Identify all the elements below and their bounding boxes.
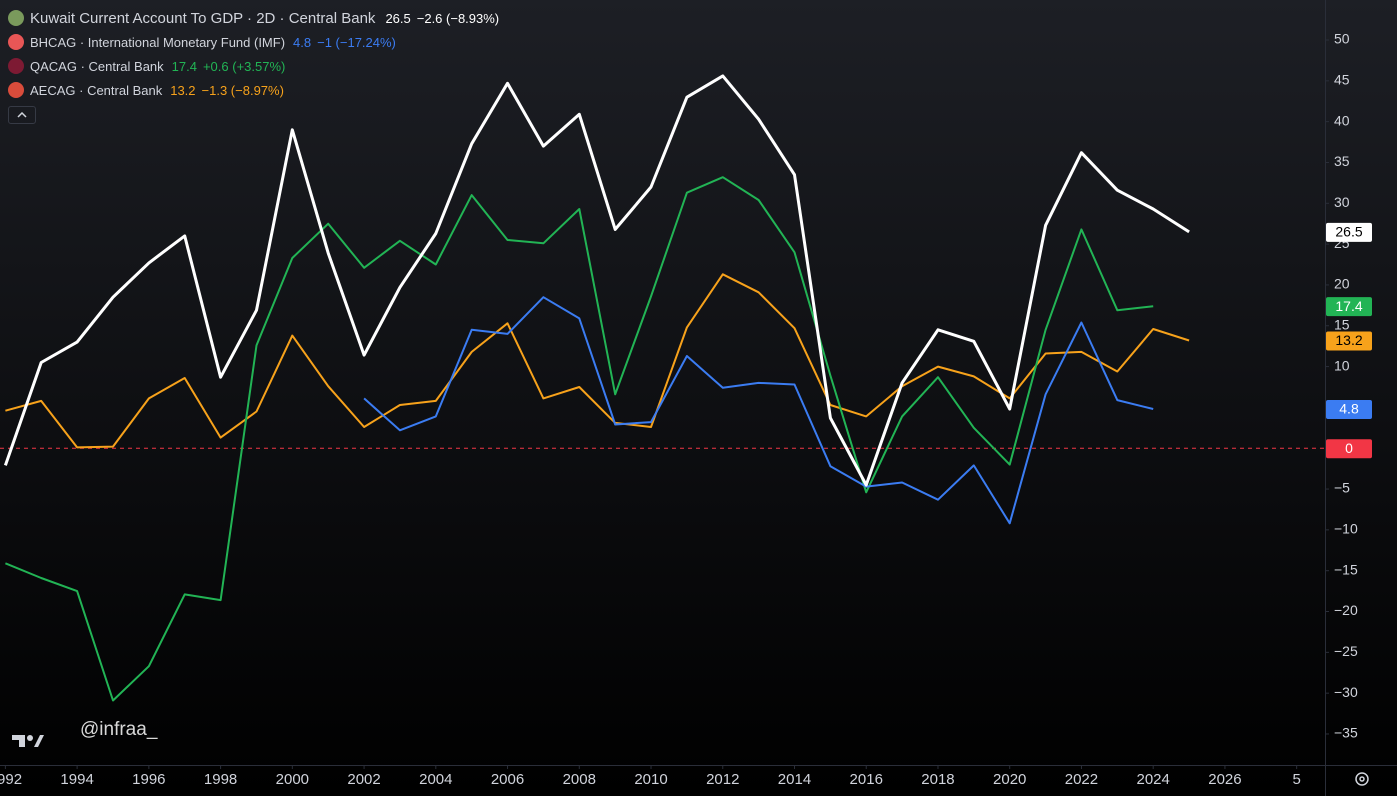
last-value-badge-label: 26.5 [1335, 224, 1362, 240]
last-value-badge-label: 4.8 [1339, 401, 1359, 417]
y-tick-label: 10 [1334, 357, 1350, 373]
y-tick-label: −35 [1334, 725, 1358, 741]
y-tick-label: 30 [1334, 194, 1350, 210]
y-tick-label: −30 [1334, 684, 1358, 700]
x-tick-label: 1996 [132, 771, 165, 788]
y-tick-label: 50 [1334, 31, 1350, 47]
legend-change: −2.6 (−8.93%) [416, 10, 500, 26]
last-value-badge-label: 13.2 [1335, 332, 1362, 348]
legend-value: 4.8 [293, 34, 312, 50]
last-value-badge [1326, 222, 1372, 242]
legend-value: 13.2 [170, 82, 196, 98]
x-tick-label: 1994 [60, 771, 93, 788]
x-tick-label: 1992 [0, 771, 22, 788]
last-value-badge [1326, 331, 1372, 351]
x-tick-label: 1998 [204, 771, 237, 788]
y-tick-label: 15 [1334, 316, 1350, 332]
collapse-button[interactable] [8, 106, 36, 124]
plot [0, 74, 1325, 702]
last-value-badge-label: 17.4 [1335, 298, 1362, 314]
zero-badge-label: 0 [1345, 440, 1353, 456]
legend-change: −1 (−17.24%) [317, 34, 396, 50]
series-line [5, 273, 1190, 449]
x-tick-label: 2018 [921, 771, 954, 788]
legend-icon [8, 58, 24, 74]
x-tick-label: 2002 [347, 771, 380, 788]
x-tick-label: 2000 [276, 771, 309, 788]
last-value-badge [1326, 400, 1372, 420]
legend-value: 26.5 [385, 10, 411, 26]
legend-change: +0.6 (+3.57%) [202, 58, 286, 74]
legend-name: Kuwait Current Account To GDP · 2D · Cen… [30, 9, 376, 27]
x-tick-label: 2004 [419, 771, 452, 788]
x-tick-label: 2012 [706, 771, 739, 788]
legend-name: BHCAG · International Monetary Fund (IMF… [30, 34, 286, 50]
legend: Kuwait Current Account To GDP · 2D · Cen… [8, 6, 505, 124]
legend-value: 17.4 [171, 58, 197, 74]
x-tick-label: 2010 [634, 771, 667, 788]
legend-name: AECAG · Central Bank [30, 82, 163, 98]
series-line [3, 74, 1190, 487]
y-tick-label: 20 [1334, 276, 1350, 292]
y-tick-label: −10 [1334, 521, 1358, 537]
y-tick-label: 35 [1334, 153, 1350, 169]
x-tick-label: 2022 [1065, 771, 1098, 788]
y-tick-label: −5 [1334, 480, 1350, 496]
legend-name: QACAG · Central Bank [30, 58, 164, 74]
legend-change: −1.3 (−8.97%) [201, 82, 284, 98]
legend-icon [8, 34, 24, 50]
x-tick-label: 2016 [850, 771, 883, 788]
settings-icon[interactable] [1355, 772, 1369, 786]
x-tick-label: 2008 [563, 771, 596, 788]
x-tick-label: 2026 [1208, 771, 1241, 788]
legend-row: AECAG · Central Bank 13.2 −1.3 (−8.97%) [8, 78, 505, 102]
x-tick-label: 2024 [1137, 771, 1170, 788]
x-tick-label: 2014 [778, 771, 811, 788]
legend-row: QACAG · Central Bank 17.4 +0.6 (+3.57%) [8, 54, 505, 78]
y-tick-label: −25 [1334, 643, 1358, 659]
y-tick-label: 40 [1334, 112, 1350, 128]
y-tick-label: 45 [1334, 72, 1350, 88]
watermark: @infraa_ [80, 719, 158, 740]
x-tick-label: 5 [1292, 771, 1300, 788]
series-line [363, 296, 1154, 525]
y-tick-label: −20 [1334, 602, 1358, 618]
x-tick-label: 2020 [993, 771, 1026, 788]
zero-badge [1326, 439, 1372, 459]
legend-icon [8, 82, 24, 98]
last-value-badge [1326, 297, 1372, 317]
legend-row: Kuwait Current Account To GDP · 2D · Cen… [8, 6, 505, 30]
tv-logo [12, 735, 44, 747]
y-tick-label: −15 [1334, 561, 1358, 577]
legend-row: BHCAG · International Monetary Fund (IMF… [8, 30, 505, 54]
x-tick-label: 2006 [491, 771, 524, 788]
legend-icon [8, 10, 24, 26]
chevron-icon [17, 112, 27, 118]
series-line [5, 176, 1154, 702]
